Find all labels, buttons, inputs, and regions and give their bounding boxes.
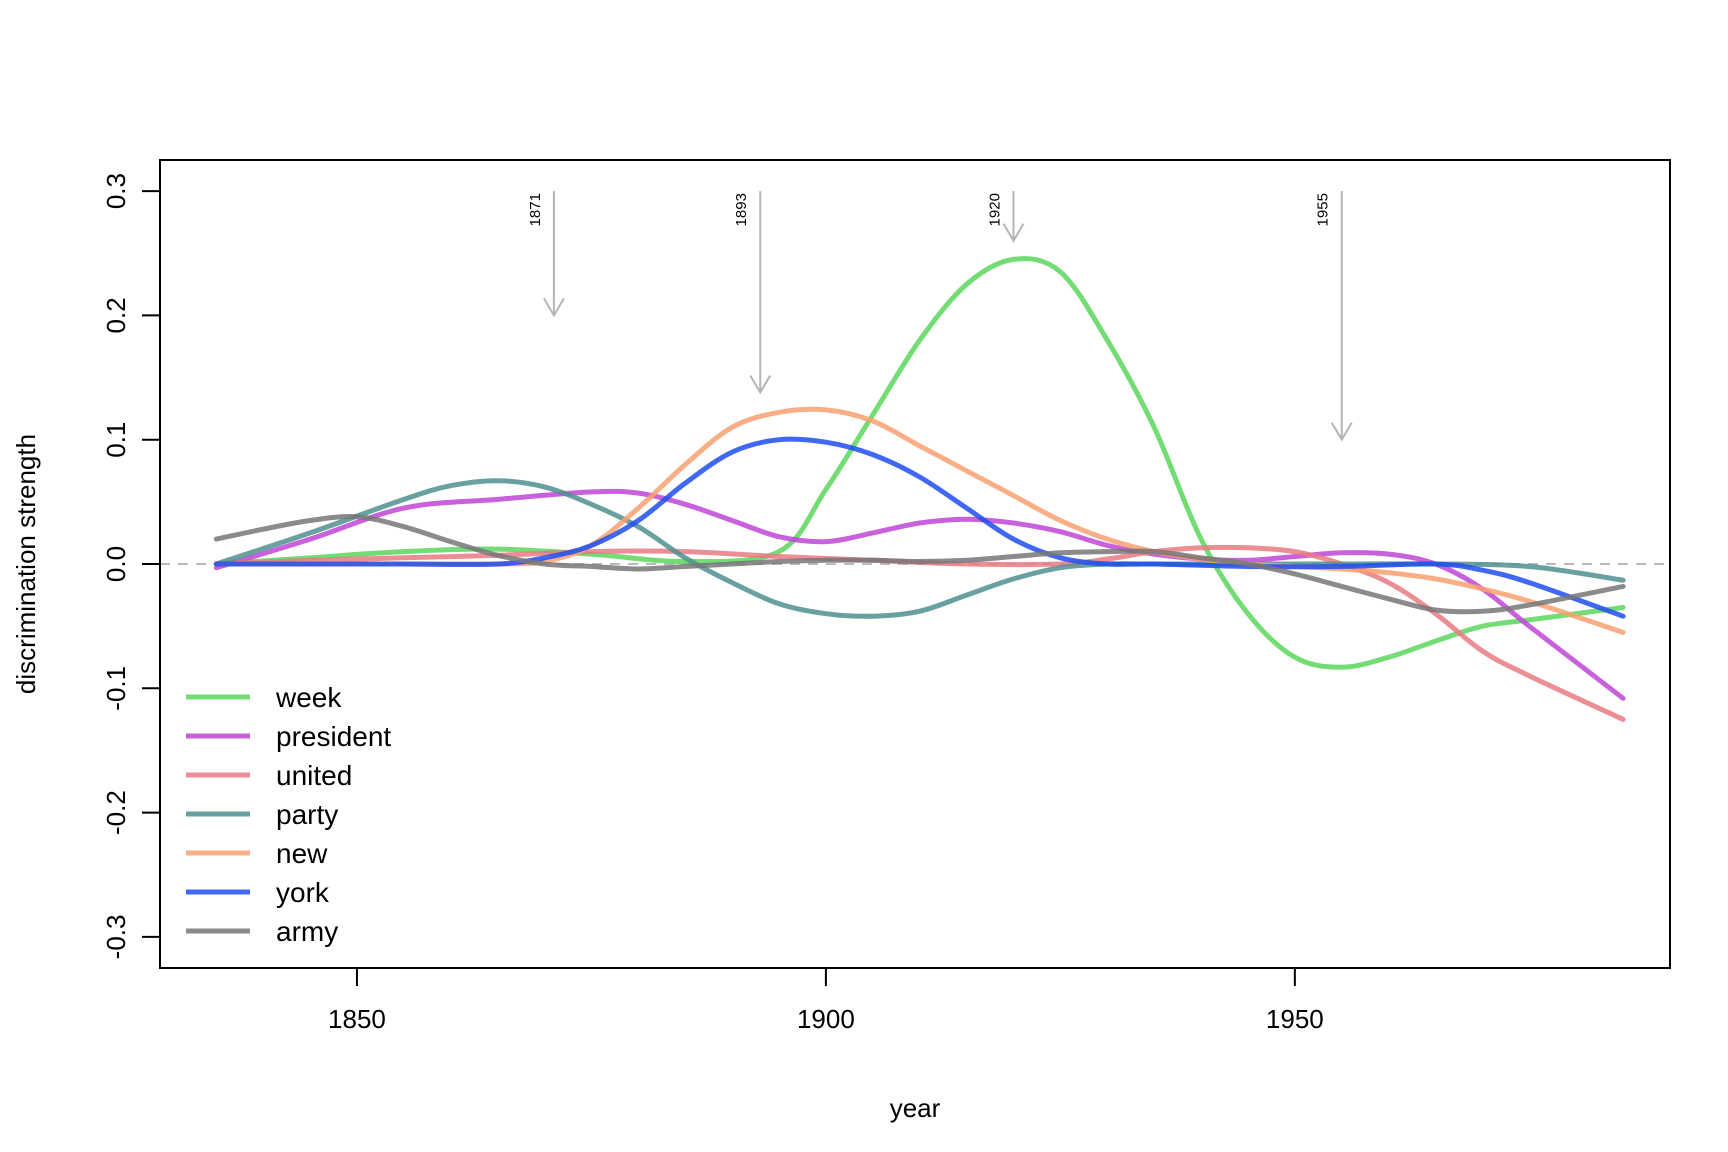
series-line-york [213, 436, 1626, 619]
legend-label: united [276, 760, 352, 791]
x-axis: 1850 1900 1950 [328, 967, 1324, 1034]
y-tick-label: 0.0 [101, 546, 131, 582]
series-line-party [213, 478, 1626, 619]
x-tick-label: 1950 [1266, 1004, 1324, 1034]
year-marker-arrow: 1955 [1315, 191, 1353, 442]
y-tick-label: 0.2 [101, 297, 131, 333]
x-axis-title: year [890, 1093, 941, 1123]
year-marker-label: 1871 [527, 193, 544, 226]
y-tick-label: 0.1 [101, 422, 131, 458]
legend-label: week [275, 682, 342, 713]
legend-item-new: new [186, 838, 328, 869]
arrow-head [1330, 422, 1353, 442]
legend-label: president [276, 721, 391, 752]
year-marker-label: 1955 [1315, 193, 1332, 226]
x-tick-label: 1900 [797, 1004, 855, 1034]
legend-label: party [276, 799, 338, 830]
legend: week president united party new york army [186, 682, 391, 947]
legend-item-president: president [186, 721, 391, 752]
legend-item-army: army [186, 916, 338, 947]
legend-label: army [276, 916, 338, 947]
y-axis-title: discrimination strength [11, 434, 41, 694]
legend-label: york [276, 877, 330, 908]
x-tick-label: 1850 [328, 1004, 386, 1034]
arrow-head [1002, 223, 1025, 243]
y-tick-label: 0.3 [101, 173, 131, 209]
y-axis: -0.3 -0.2 -0.1 0.0 0.1 0.2 0.3 [101, 173, 161, 960]
series-lines [213, 256, 1626, 722]
year-marker-label: 1920 [986, 193, 1003, 226]
legend-label: new [276, 838, 328, 869]
legend-item-united: united [186, 760, 352, 791]
series-line-army [213, 514, 1626, 615]
arrow-head [543, 297, 565, 318]
annotations: 1871 1893 1920 1955 [527, 191, 1353, 442]
y-tick-label: -0.1 [101, 666, 131, 711]
y-tick-label: -0.2 [101, 790, 131, 835]
arrow-head [749, 374, 772, 395]
year-marker-arrow: 1920 [986, 191, 1025, 243]
year-marker-arrow: 1893 [733, 191, 772, 395]
legend-item-week: week [186, 682, 342, 713]
legend-item-party: party [186, 799, 338, 830]
y-tick-label: -0.3 [101, 915, 131, 960]
legend-item-york: york [186, 877, 330, 908]
year-marker-label: 1893 [733, 193, 750, 226]
year-marker-arrow: 1871 [527, 191, 565, 318]
